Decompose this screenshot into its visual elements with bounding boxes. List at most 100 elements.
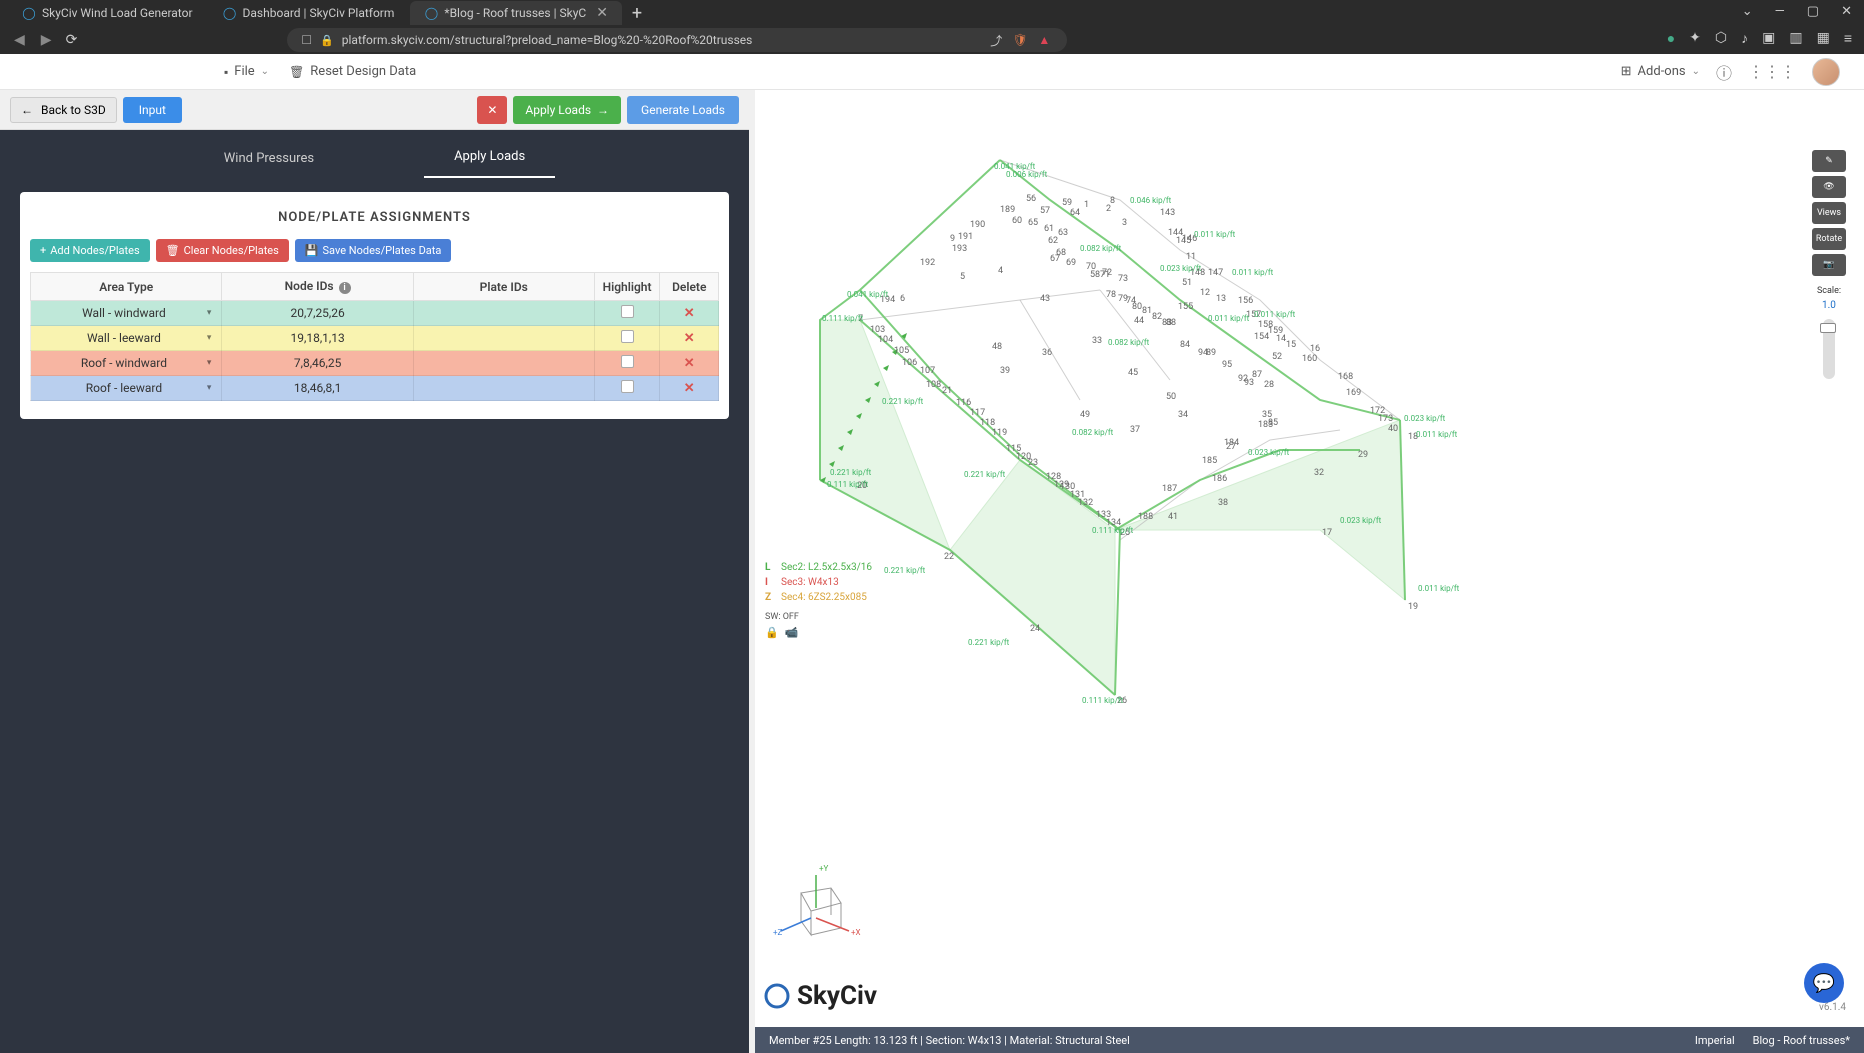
url-field[interactable]: ☐ 🔒 platform.skyciv.com/structural?prelo… [287, 28, 1067, 52]
highlight-checkbox[interactable] [621, 380, 634, 393]
tab-2[interactable]: ◯ *Blog - Roof trusses | SkyC ✕ [410, 1, 622, 25]
slider-knob[interactable] [1820, 323, 1836, 333]
tab-wind-pressures[interactable]: Wind Pressures [194, 139, 344, 178]
load-label: 0.041 kip/ft [994, 162, 1035, 171]
node-label: 80 [1132, 302, 1142, 312]
eye-tool[interactable]: 👁 [1812, 176, 1846, 198]
node-label: 58 [1090, 270, 1100, 280]
input-button[interactable]: Input [123, 97, 182, 123]
lock-icon[interactable]: 🔒 [765, 626, 779, 639]
ext-icon[interactable]: ▥ [1789, 30, 1802, 47]
ext-icon[interactable]: ▣ [1762, 30, 1775, 47]
views-tool[interactable]: Views [1812, 202, 1846, 224]
units-toggle[interactable]: Imperial [1695, 1034, 1735, 1047]
camera-icon[interactable]: 📹 [785, 626, 799, 639]
add-nodes-button[interactable]: + Add Nodes/Plates [30, 239, 150, 262]
close-icon[interactable]: ✕ [596, 5, 608, 21]
delete-icon[interactable]: ✕ [684, 356, 695, 371]
node-label: 103 [870, 325, 885, 335]
delete-icon[interactable]: ✕ [684, 331, 695, 346]
close-button[interactable]: ✕ [477, 96, 507, 124]
new-tab-button[interactable]: + [624, 3, 650, 24]
warning-icon[interactable]: ▲ [1035, 31, 1053, 49]
plates-cell[interactable] [413, 301, 594, 326]
highlight-checkbox[interactable] [621, 305, 634, 318]
camera-tool[interactable]: 📷 [1812, 254, 1846, 276]
save-nodes-button[interactable]: 💾 Save Nodes/Plates Data [295, 239, 452, 262]
tab-apply-loads[interactable]: Apply Loads [424, 137, 555, 178]
ext-icon[interactable]: ● [1667, 30, 1675, 47]
apply-loads-button[interactable]: Apply Loads → [513, 96, 621, 124]
forward-icon[interactable]: ▶ [37, 30, 56, 50]
load-label: 0.111 kip/ft [1092, 526, 1133, 535]
clear-nodes-button[interactable]: 🗑 Clear Nodes/Plates [156, 239, 289, 262]
load-label: 0.011 kip/ft [1232, 268, 1273, 277]
nodes-cell[interactable]: 18,46,8,1 [222, 376, 413, 401]
node-label: 64 [1070, 208, 1080, 218]
dropdown-icon[interactable]: ⌄ [1736, 2, 1759, 21]
nodes-cell[interactable]: 7,8,46,25 [222, 351, 413, 376]
delete-icon[interactable]: ✕ [684, 306, 695, 321]
plates-cell[interactable] [413, 376, 594, 401]
nodes-cell[interactable]: 19,18,1,13 [222, 326, 413, 351]
highlight-checkbox[interactable] [621, 355, 634, 368]
axis-gizmo[interactable]: +Y +X +Z [771, 863, 861, 953]
sw-toggle[interactable]: SW: OFF [765, 612, 799, 622]
node-label: 57 [1040, 206, 1050, 216]
ext-icon[interactable]: ✦ [1689, 30, 1701, 47]
delete-icon[interactable]: ✕ [684, 381, 695, 396]
tab-0[interactable]: ◯ SkyCiv Wind Load Generator [8, 2, 207, 24]
bookmark-icon[interactable]: ☐ [301, 33, 312, 47]
app-toolbar: ▪ File ⌄ 🗑 Reset Design Data ⊞ Add-ons ⌄… [0, 54, 1864, 90]
area-cell[interactable]: Wall - leeward▾ [31, 326, 222, 351]
node-label: 148 [1190, 268, 1205, 278]
card-buttons: + Add Nodes/Plates 🗑 Clear Nodes/Plates … [30, 239, 719, 262]
menu-icon[interactable]: ≡ [1844, 30, 1852, 47]
node-label: 27 [1226, 442, 1236, 452]
tab-1[interactable]: ◯ Dashboard | SkyCiv Platform [209, 2, 409, 24]
node-label: 4 [998, 266, 1003, 276]
node-label: 84 [1180, 340, 1190, 350]
help-icon[interactable]: ⓘ [1716, 60, 1732, 84]
shield-icon[interactable]: 🛡 [1011, 31, 1029, 49]
node-label: 6 [900, 294, 905, 304]
node-label: 154 [1254, 332, 1269, 342]
pencil-tool[interactable]: ✎ [1812, 150, 1846, 172]
favicon-icon: ◯ [22, 6, 36, 20]
node-label: 192 [920, 258, 935, 268]
chat-button[interactable]: 💬 [1804, 963, 1844, 1003]
share-icon[interactable]: ⤴ [987, 31, 1005, 49]
node-label: 104 [878, 335, 893, 345]
section-icon: Z [765, 590, 775, 605]
apps-icon[interactable]: ⋮⋮⋮ [1748, 62, 1796, 81]
node-label: 119 [992, 428, 1007, 438]
reload-icon[interactable]: ⟳ [66, 32, 78, 48]
back-button[interactable]: ← Back to S3D [10, 97, 117, 123]
node-label: 129 [1054, 480, 1069, 490]
ext-icon[interactable]: ▦ [1817, 30, 1830, 47]
file-menu[interactable]: ▪ File ⌄ [224, 64, 269, 79]
maximize-icon[interactable]: ▢ [1801, 2, 1825, 21]
plates-cell[interactable] [413, 326, 594, 351]
info-icon[interactable]: i [339, 282, 351, 294]
viewport-3d[interactable]: 1895719019196065596461193625192619474103… [755, 90, 1864, 1053]
ext-icon[interactable]: ⬡ [1715, 30, 1727, 47]
table-row: Roof - windward▾ 7,8,46,25 ✕ [31, 351, 719, 376]
rotate-tool[interactable]: Rotate [1812, 228, 1846, 250]
nodes-cell[interactable]: 20,7,25,26 [222, 301, 413, 326]
area-cell[interactable]: Wall - windward▾ [31, 301, 222, 326]
highlight-checkbox[interactable] [621, 330, 634, 343]
area-cell[interactable]: Roof - leeward▾ [31, 376, 222, 401]
reset-button[interactable]: 🗑 Reset Design Data [289, 64, 416, 79]
generate-loads-button[interactable]: Generate Loads [627, 96, 739, 124]
scale-slider[interactable] [1823, 319, 1835, 379]
plates-cell[interactable] [413, 351, 594, 376]
ext-icon[interactable]: ♪ [1741, 30, 1748, 47]
area-cell[interactable]: Roof - windward▾ [31, 351, 222, 376]
addons-button[interactable]: ⊞ Add-ons ⌄ [1621, 64, 1700, 79]
main: ← Back to S3D Input ✕ Apply Loads → Gene… [0, 90, 1864, 1053]
close-window-icon[interactable]: ✕ [1835, 2, 1858, 21]
back-icon[interactable]: ◀ [10, 30, 29, 50]
avatar[interactable] [1812, 58, 1840, 86]
minimize-icon[interactable]: — [1769, 2, 1791, 21]
